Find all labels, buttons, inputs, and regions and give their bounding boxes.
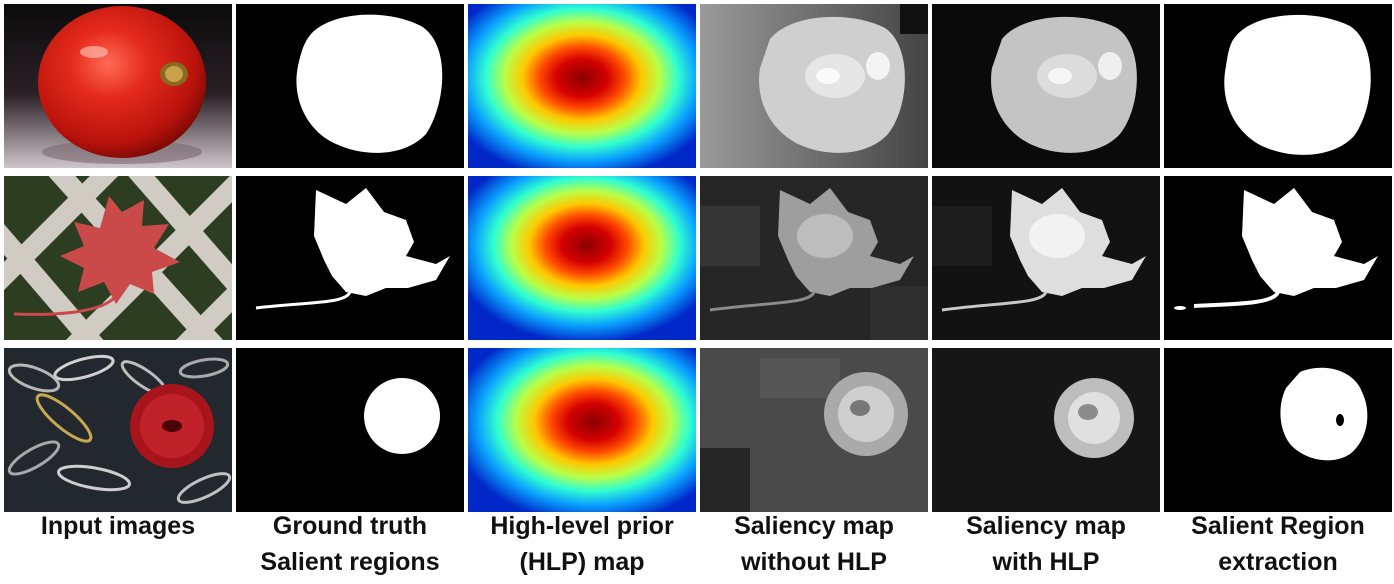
- column-label-line: extraction: [1218, 548, 1338, 576]
- ground-truth-tomato: [236, 4, 464, 168]
- column-label-hlp: High-level prior (HLP) map: [468, 508, 696, 580]
- column-label-line: High-level prior: [490, 512, 674, 540]
- salient-region-extraction-leaf: [1164, 176, 1392, 340]
- saliency-with-hlp-leaf: [932, 176, 1160, 340]
- column-label-ground-truth: Ground truth Salient regions: [236, 508, 464, 580]
- saliency-without-hlp-button: [700, 348, 928, 512]
- column-label-line: (HLP) map: [519, 548, 645, 576]
- column-label-line: Saliency map: [966, 512, 1126, 540]
- column-label-line: Salient Region: [1191, 512, 1365, 540]
- hlp-map-tomato: [468, 4, 696, 168]
- column-label-line: Input images: [40, 512, 196, 540]
- saliency-without-hlp-tomato: [700, 4, 928, 168]
- column-label-line: without HLP: [741, 548, 887, 576]
- salient-region-extraction-button: [1164, 348, 1392, 512]
- input-image-leaf: [4, 176, 232, 340]
- hlp-map-button: [468, 348, 696, 512]
- column-label-line: with HLP: [992, 548, 1100, 576]
- saliency-without-hlp-leaf: [700, 176, 928, 340]
- hlp-map-leaf: [468, 176, 696, 340]
- column-label-saliency-without: Saliency map without HLP: [700, 508, 928, 580]
- column-label-input: Input images: [4, 508, 232, 544]
- saliency-with-hlp-tomato: [932, 4, 1160, 168]
- ground-truth-button: [236, 348, 464, 512]
- salient-region-extraction-tomato: [1164, 4, 1392, 168]
- saliency-with-hlp-button: [932, 348, 1160, 512]
- column-label-line: Saliency map: [734, 512, 894, 540]
- column-label-saliency-with: Saliency map with HLP: [932, 508, 1160, 580]
- input-image-button: [4, 348, 232, 512]
- input-image-tomato: [4, 4, 232, 168]
- ground-truth-leaf: [236, 176, 464, 340]
- column-label-extraction: Salient Region extraction: [1164, 508, 1392, 580]
- column-label-line: Salient regions: [260, 548, 440, 576]
- column-label-line: Ground truth: [272, 512, 428, 540]
